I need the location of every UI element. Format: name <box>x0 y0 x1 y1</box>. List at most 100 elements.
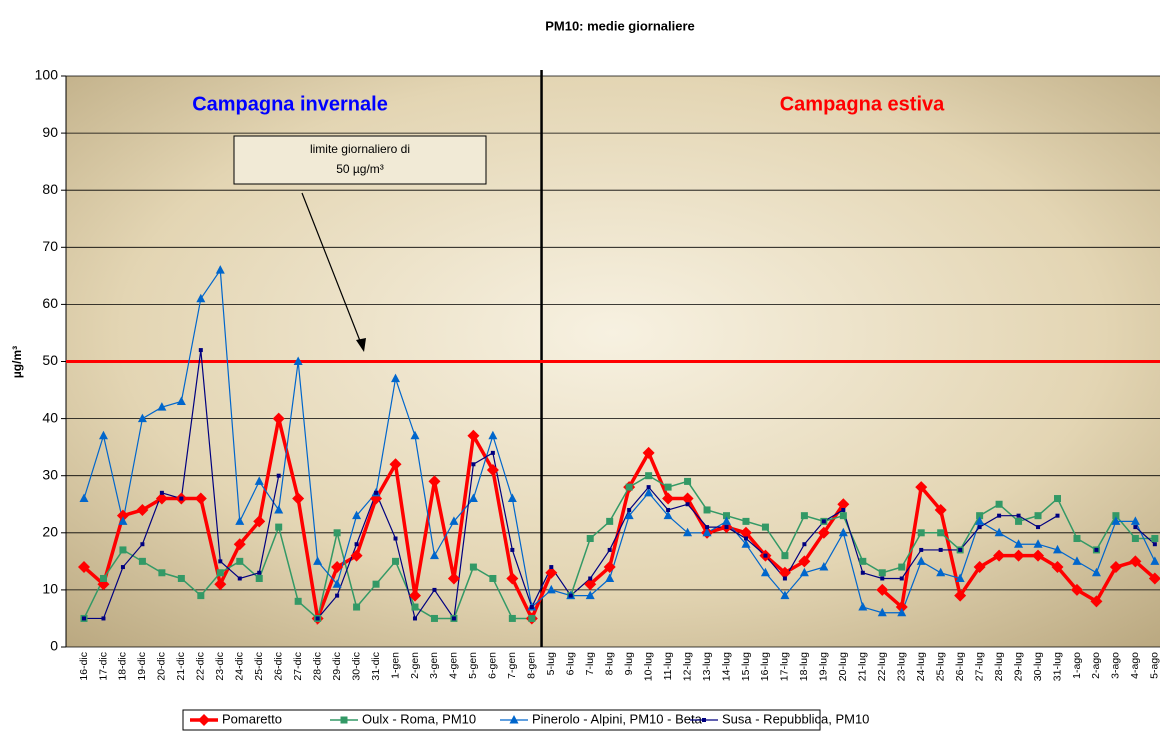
point <box>1133 525 1138 530</box>
point <box>973 561 986 574</box>
point <box>468 493 478 503</box>
point <box>467 429 480 442</box>
point <box>1054 495 1061 503</box>
point <box>255 574 263 582</box>
point <box>627 507 632 512</box>
y-tick-label: 90 <box>42 124 58 140</box>
y-tick-label: 0 <box>50 638 58 654</box>
point <box>292 492 305 505</box>
point <box>898 563 906 571</box>
point <box>778 566 791 579</box>
point <box>471 462 476 467</box>
point <box>705 525 710 530</box>
x-tick-label: 18-lug <box>798 652 810 681</box>
point <box>155 492 168 505</box>
point <box>702 718 706 722</box>
point <box>214 578 227 591</box>
point <box>802 542 807 547</box>
x-tick-label: 3-ago <box>1110 652 1122 679</box>
point <box>350 549 363 562</box>
point <box>1073 535 1081 543</box>
x-tick-label: 6-gen <box>487 652 499 679</box>
x-tick-label: 6-lug <box>565 652 577 676</box>
x-tick-label: 8-lug <box>603 652 615 676</box>
point <box>119 546 127 554</box>
x-tick-label: 30-lug <box>1032 652 1044 681</box>
x-tick-label: 5-ago <box>1149 652 1160 679</box>
point <box>761 523 769 531</box>
point <box>722 516 732 525</box>
point <box>315 616 320 621</box>
x-tick-label: 8-gen <box>526 652 538 679</box>
point <box>294 597 302 605</box>
x-tick-label: 16-dic <box>78 652 90 681</box>
y-tick-label: 70 <box>42 238 58 254</box>
point <box>335 593 340 598</box>
point <box>607 547 612 552</box>
point <box>136 503 149 516</box>
x-tick-label: 4-gen <box>448 652 460 679</box>
x-tick-label: 13-lug <box>701 652 713 681</box>
x-tick-label: 18-dic <box>117 652 129 681</box>
point <box>1111 516 1121 525</box>
point <box>354 542 359 547</box>
point <box>430 614 438 622</box>
annotation: Campagna invernale <box>192 93 388 115</box>
x-tick-label: 23-dic <box>214 652 226 681</box>
point <box>469 563 477 571</box>
x-tick-label: 3-gen <box>428 652 440 679</box>
point <box>428 475 441 488</box>
x-tick-label: 2-gen <box>409 652 421 679</box>
point <box>340 716 348 724</box>
point <box>588 576 593 581</box>
point <box>488 430 498 440</box>
x-tick-label: 1-gen <box>389 652 401 679</box>
point <box>196 293 206 303</box>
point <box>392 557 400 565</box>
point <box>817 526 830 539</box>
point <box>82 616 86 621</box>
x-tick-label: 22-dic <box>195 652 207 681</box>
point <box>937 529 945 537</box>
point <box>1151 535 1159 543</box>
point <box>98 430 108 440</box>
point <box>215 265 225 274</box>
point <box>1090 595 1103 608</box>
point <box>841 507 846 512</box>
point <box>510 547 515 552</box>
point <box>1016 513 1021 518</box>
point <box>449 516 459 525</box>
point <box>507 493 517 503</box>
point <box>975 516 985 525</box>
point <box>486 463 499 476</box>
x-tick-label: 21-dic <box>175 652 187 681</box>
point <box>782 576 787 581</box>
point <box>684 477 692 485</box>
x-tick-label: 19-lug <box>818 652 830 681</box>
point <box>702 527 712 537</box>
chart-title: PM10: medie giornaliere <box>545 18 695 33</box>
point <box>194 492 207 505</box>
point <box>781 552 789 560</box>
annotation-box <box>233 135 487 185</box>
point <box>237 576 242 581</box>
point <box>391 373 401 383</box>
point <box>389 458 402 471</box>
y-tick-label: 40 <box>42 409 58 425</box>
point <box>780 590 790 600</box>
x-tick-label: 5-gen <box>467 652 479 679</box>
point <box>276 473 281 478</box>
point <box>644 487 654 497</box>
point <box>994 527 1004 537</box>
point <box>198 348 203 353</box>
point <box>254 476 264 485</box>
point <box>159 490 164 495</box>
point <box>257 570 262 575</box>
x-tick-label: 30-dic <box>350 652 362 681</box>
point <box>412 616 417 621</box>
point <box>681 492 694 505</box>
point <box>549 565 554 570</box>
point <box>120 565 125 570</box>
point <box>198 714 210 726</box>
arrow-head <box>356 338 366 352</box>
